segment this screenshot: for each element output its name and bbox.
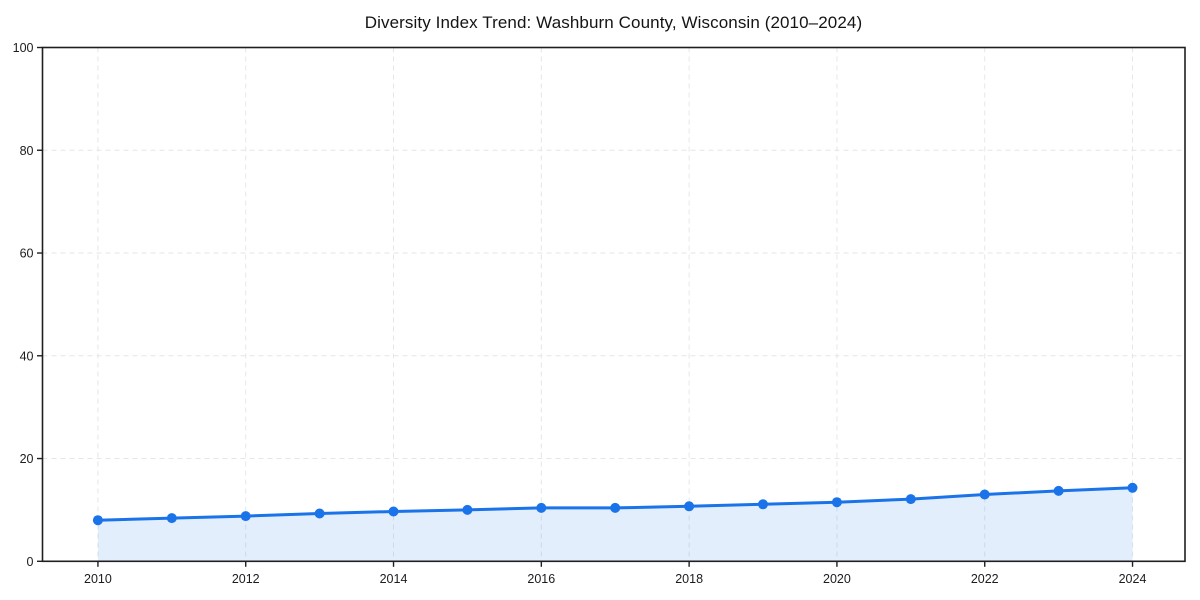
x-tick-label: 2016 — [527, 572, 555, 586]
data-point-2014 — [388, 506, 399, 517]
plot-border — [41, 46, 1186, 563]
x-tick-label: 2012 — [232, 572, 260, 586]
data-point-2016 — [536, 502, 547, 513]
data-point-2011 — [166, 513, 177, 524]
x-tick-label: 2014 — [380, 572, 408, 586]
area-fill — [97, 487, 1133, 562]
data-point-2010 — [92, 515, 103, 526]
x-tick-label: 2010 — [84, 572, 112, 586]
data-point-2022 — [979, 489, 990, 500]
data-point-2019 — [758, 499, 768, 510]
x-tick-label: 2024 — [1119, 572, 1147, 586]
data-point-2020 — [831, 497, 842, 508]
y-tick-label: 0 — [27, 555, 34, 569]
data-points — [92, 482, 1138, 526]
x-tick-label: 2018 — [675, 572, 703, 586]
y-tick-label: 40 — [20, 349, 34, 363]
x-tick-label: 2020 — [823, 572, 851, 586]
data-point-2018 — [684, 501, 695, 512]
x-tick-label: 2022 — [971, 572, 999, 586]
y-axis: 0 20 40 60 80 100 — [13, 41, 43, 569]
data-point-2015 — [462, 504, 473, 515]
data-point-2021 — [905, 494, 916, 505]
data-point-2024 — [1127, 482, 1138, 493]
chart-title: Diversity Index Trend: Washburn County, … — [364, 13, 863, 32]
y-tick-label: 80 — [20, 144, 34, 158]
y-tick-label: 20 — [20, 452, 34, 466]
y-tick-label: 100 — [13, 41, 34, 55]
gridlines — [42, 47, 1185, 562]
y-tick-label: 60 — [20, 247, 34, 261]
data-point-2023 — [1053, 485, 1064, 496]
data-point-2013 — [314, 508, 325, 519]
data-point-2017 — [610, 502, 621, 513]
x-axis: 2010 2012 2014 2016 2018 2020 2022 2024 — [84, 561, 1146, 586]
data-point-2012 — [240, 511, 251, 522]
